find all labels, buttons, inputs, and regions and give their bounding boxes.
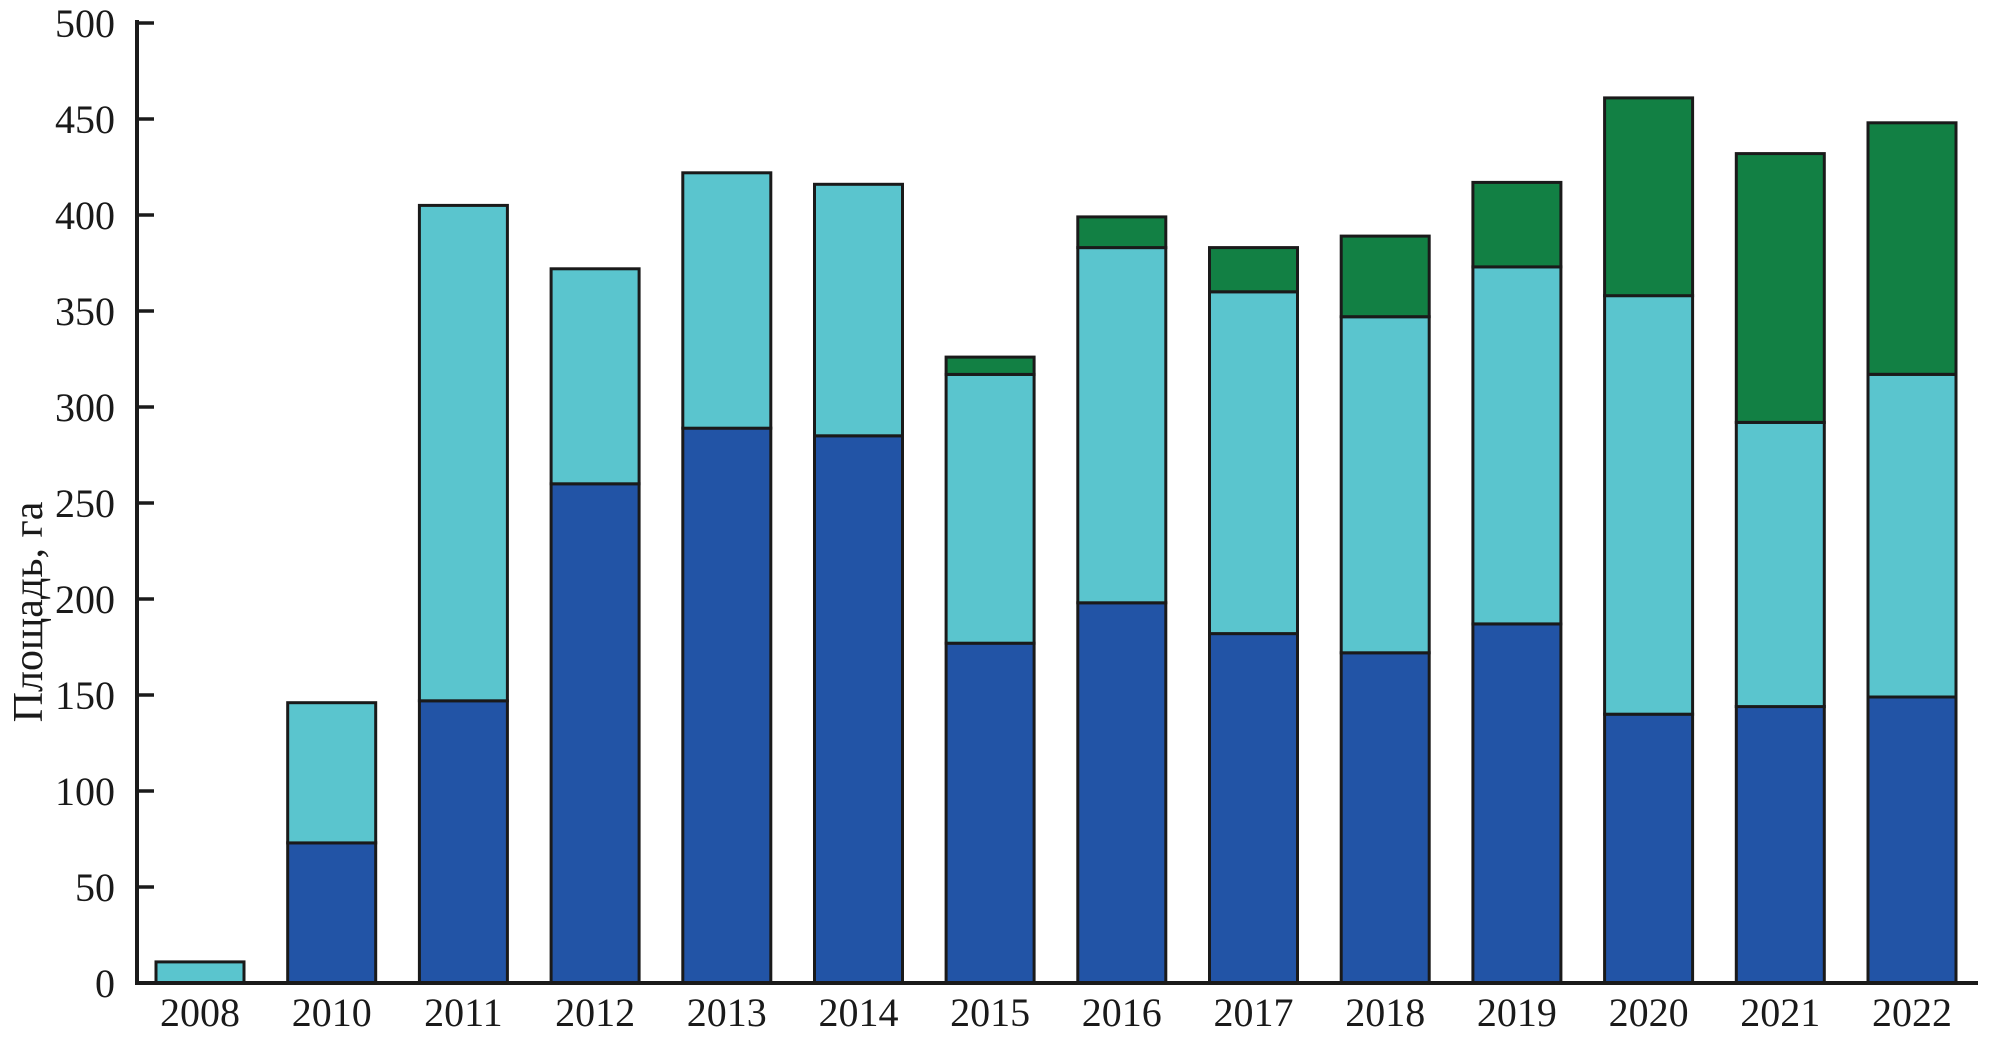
y-axis-title: Площадь, га: [6, 501, 52, 722]
bar-segment-bottom-segment-dark-blue-2013: [681, 426, 773, 985]
bar-segment-bottom-segment-dark-blue-2015: [944, 641, 1036, 985]
x-tick-label-2018: 2018: [1345, 990, 1425, 1035]
bar-segment-bottom-segment-dark-blue-2016: [1076, 601, 1168, 985]
y-tick-label-100: 100: [55, 769, 115, 814]
bar-segment-bottom-segment-dark-blue-2021: [1734, 705, 1826, 985]
x-tick-label-2019: 2019: [1477, 990, 1557, 1035]
bar-group-2017: [1208, 246, 1299, 985]
bar-group-2015: [944, 355, 1036, 985]
bar-segment-middle-segment-cyan-2022: [1866, 372, 1958, 699]
bar-group-2014: [813, 182, 904, 985]
x-tick-label-2022: 2022: [1872, 990, 1952, 1035]
bar-segment-bottom-segment-dark-blue-2018: [1339, 651, 1431, 985]
x-tick-label-2016: 2016: [1082, 990, 1162, 1035]
axis-lines: [135, 20, 1978, 985]
bar-segment-middle-segment-cyan-2016: [1076, 246, 1168, 605]
bar-segment-top-segment-green-2015: [944, 355, 1036, 376]
bar-segment-bottom-segment-dark-blue-2020: [1603, 712, 1695, 985]
x-tick-label-2020: 2020: [1609, 990, 1689, 1035]
y-tick-label-250: 250: [55, 481, 115, 526]
bar-group-2019: [1471, 180, 1563, 985]
bar-group-2010: [286, 701, 378, 985]
bar-segment-bottom-segment-dark-blue-2014: [813, 434, 904, 985]
x-tick-label-2011: 2011: [424, 990, 503, 1035]
bar-group-2016: [1076, 215, 1168, 985]
labels-layer: 0 50 100 150 200 250 300 350 400 450 500 2008 2010 20…: [55, 1, 1952, 1035]
x-tick-label-2015: 2015: [950, 990, 1030, 1035]
bar-segment-middle-segment-cyan-2012: [549, 267, 641, 486]
bar-group-2008: [154, 960, 246, 985]
bar-segment-middle-segment-cyan-2021: [1734, 420, 1826, 709]
axis-layer: [135, 20, 1978, 985]
y-tick-label-200: 200: [55, 577, 115, 622]
bar-segment-top-segment-green-2016: [1076, 215, 1168, 250]
bar-group-2012: [549, 267, 641, 985]
y-tick-label-300: 300: [55, 385, 115, 430]
bar-segment-top-segment-green-2022: [1866, 121, 1958, 376]
bar-segment-middle-segment-cyan-2013: [681, 171, 773, 430]
bar-segment-bottom-segment-dark-blue-2017: [1208, 632, 1299, 985]
y-tick-label-400: 400: [55, 193, 115, 238]
bar-segment-bottom-segment-dark-blue-2022: [1866, 695, 1958, 985]
bar-segment-bottom-segment-dark-blue-2011: [417, 699, 509, 985]
y-tick-label-350: 350: [55, 289, 115, 334]
bar-segment-bottom-segment-dark-blue-2019: [1471, 622, 1563, 985]
bars-layer: [154, 96, 1958, 985]
bar-group-2021: [1734, 152, 1826, 985]
bar-group-2018: [1339, 234, 1431, 985]
bar-segment-bottom-segment-dark-blue-2010: [286, 841, 378, 985]
y-tick-label-50: 50: [75, 865, 115, 910]
x-tick-label-2017: 2017: [1214, 990, 1294, 1035]
x-tick-label-2008: 2008: [160, 990, 240, 1035]
bar-segment-middle-segment-cyan-2015: [944, 372, 1036, 645]
bar-segment-middle-segment-cyan-2019: [1471, 265, 1563, 626]
bar-group-2022: [1866, 121, 1958, 985]
x-tick-label-2021: 2021: [1740, 990, 1820, 1035]
bar-segment-middle-segment-cyan-2018: [1339, 315, 1431, 655]
bar-segment-bottom-segment-dark-blue-2012: [549, 482, 641, 985]
bar-segment-top-segment-green-2018: [1339, 234, 1431, 319]
y-tick-label-450: 450: [55, 97, 115, 142]
x-tick-label-2010: 2010: [292, 990, 372, 1035]
x-tick-label-2013: 2013: [687, 990, 767, 1035]
bar-group-2011: [417, 203, 509, 985]
x-tick-label-2014: 2014: [819, 990, 899, 1035]
bar-segment-top-segment-green-2021: [1734, 152, 1826, 424]
bar-segment-top-segment-green-2017: [1208, 246, 1299, 294]
bar-segment-top-segment-green-2020: [1603, 96, 1695, 298]
y-tick-label-150: 150: [55, 673, 115, 718]
bar-group-2020: [1603, 96, 1695, 985]
bar-segment-middle-segment-cyan-2011: [417, 203, 509, 703]
bar-segment-middle-segment-cyan-2010: [286, 701, 378, 845]
y-tick-label-500: 500: [55, 1, 115, 46]
x-tick-label-2012: 2012: [555, 990, 635, 1035]
bar-segment-middle-segment-cyan-2014: [813, 182, 904, 438]
bar-segment-top-segment-green-2019: [1471, 180, 1563, 269]
y-tick-label-0: 0: [95, 961, 115, 1006]
bar-group-2013: [681, 171, 773, 985]
bar-segment-middle-segment-cyan-2020: [1603, 294, 1695, 716]
bar-segment-middle-segment-cyan-2008: [154, 960, 246, 985]
bar-segment-middle-segment-cyan-2017: [1208, 290, 1299, 636]
